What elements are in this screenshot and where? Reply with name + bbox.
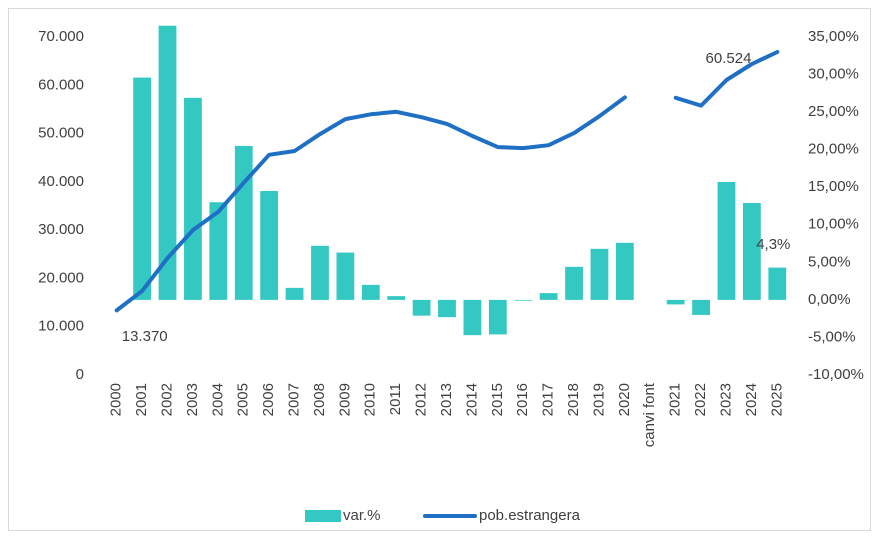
- bar: [234, 145, 253, 300]
- x-tick-label: 2021: [667, 383, 684, 416]
- annotation: 4,3%: [756, 236, 790, 253]
- y-tick-label: 60.000: [38, 76, 84, 93]
- y2-tick-label: 5,00%: [808, 253, 851, 270]
- x-tick-label: 2020: [616, 383, 633, 416]
- x-tick-label: 2015: [489, 383, 506, 416]
- x-tick-label: 2001: [133, 383, 150, 416]
- bar: [438, 299, 456, 318]
- x-tick-label: 2002: [158, 383, 175, 416]
- bar: [768, 267, 787, 300]
- legend-label: pob.estrangera: [479, 507, 581, 524]
- x-tick-label: 2017: [540, 383, 557, 416]
- y-tick-label: 40.000: [38, 173, 84, 190]
- y-tick-label: 70.000: [38, 28, 84, 45]
- x-tick-label: 2011: [387, 383, 404, 415]
- bar: [158, 25, 177, 300]
- x-tick-label: 2009: [336, 383, 353, 416]
- annotation: 13.370: [122, 328, 168, 345]
- x-tick-label: 2004: [209, 383, 226, 416]
- x-tick-label: 2014: [463, 383, 480, 416]
- x-tick-label: 2025: [768, 383, 785, 416]
- bar: [742, 202, 761, 300]
- x-tick-label: 2006: [260, 383, 277, 416]
- bar: [311, 245, 329, 300]
- bar: [692, 299, 710, 315]
- bar: [514, 299, 533, 301]
- x-tick-label: 2019: [590, 383, 607, 416]
- bar: [615, 242, 634, 300]
- legend-label: var.%: [343, 507, 381, 524]
- bar: [565, 266, 583, 300]
- y-tick-label: 10.000: [38, 318, 84, 335]
- bar: [361, 284, 380, 300]
- bar: [539, 293, 558, 300]
- legend-swatch: [305, 510, 341, 522]
- y2-tick-label: 30,00%: [808, 66, 859, 83]
- bar: [387, 296, 406, 300]
- y-tick-label: 20.000: [38, 269, 84, 286]
- y2-tick-label: -10,00%: [808, 366, 864, 383]
- x-tick-label: canvi font: [641, 382, 658, 447]
- y2-tick-label: 25,00%: [808, 103, 859, 120]
- x-tick-label: 2007: [286, 383, 303, 416]
- x-tick-label: 2005: [235, 383, 252, 416]
- y2-tick-label: 15,00%: [808, 178, 859, 195]
- y-tick-label: 30.000: [38, 221, 84, 238]
- bar: [285, 287, 304, 300]
- bar: [717, 181, 736, 300]
- bar: [590, 248, 609, 300]
- bar: [209, 202, 228, 300]
- bar: [184, 97, 202, 300]
- y2-tick-label: 0,00%: [808, 291, 851, 308]
- x-tick-label: 2016: [514, 383, 531, 416]
- y-tick-label: 0: [76, 366, 84, 383]
- x-tick-label: 2013: [438, 383, 455, 416]
- line: [114, 50, 780, 313]
- x-tick-label: 2023: [717, 383, 734, 416]
- x-tick-label: 2000: [108, 383, 125, 416]
- bar: [336, 252, 355, 300]
- x-tick-label: 2003: [184, 383, 201, 416]
- annotation: 60.524: [706, 50, 752, 67]
- y-tick-label: 50.000: [38, 125, 84, 142]
- bar: [260, 190, 279, 300]
- bar: [463, 299, 482, 336]
- x-tick-label: 2024: [743, 383, 760, 416]
- bar: [412, 299, 431, 316]
- x-tick-label: 2012: [413, 383, 430, 416]
- bar: [666, 299, 685, 305]
- bar: [133, 77, 152, 300]
- y2-tick-label: -5,00%: [808, 328, 856, 345]
- y2-tick-label: 35,00%: [808, 28, 859, 45]
- x-tick-label: 2018: [565, 383, 582, 416]
- y2-tick-label: 10,00%: [808, 216, 859, 233]
- bar: [488, 299, 507, 335]
- x-tick-label: 2010: [362, 383, 379, 416]
- x-tick-label: 2008: [311, 383, 328, 416]
- y2-tick-label: 20,00%: [808, 141, 859, 158]
- x-tick-label: 2022: [692, 383, 709, 416]
